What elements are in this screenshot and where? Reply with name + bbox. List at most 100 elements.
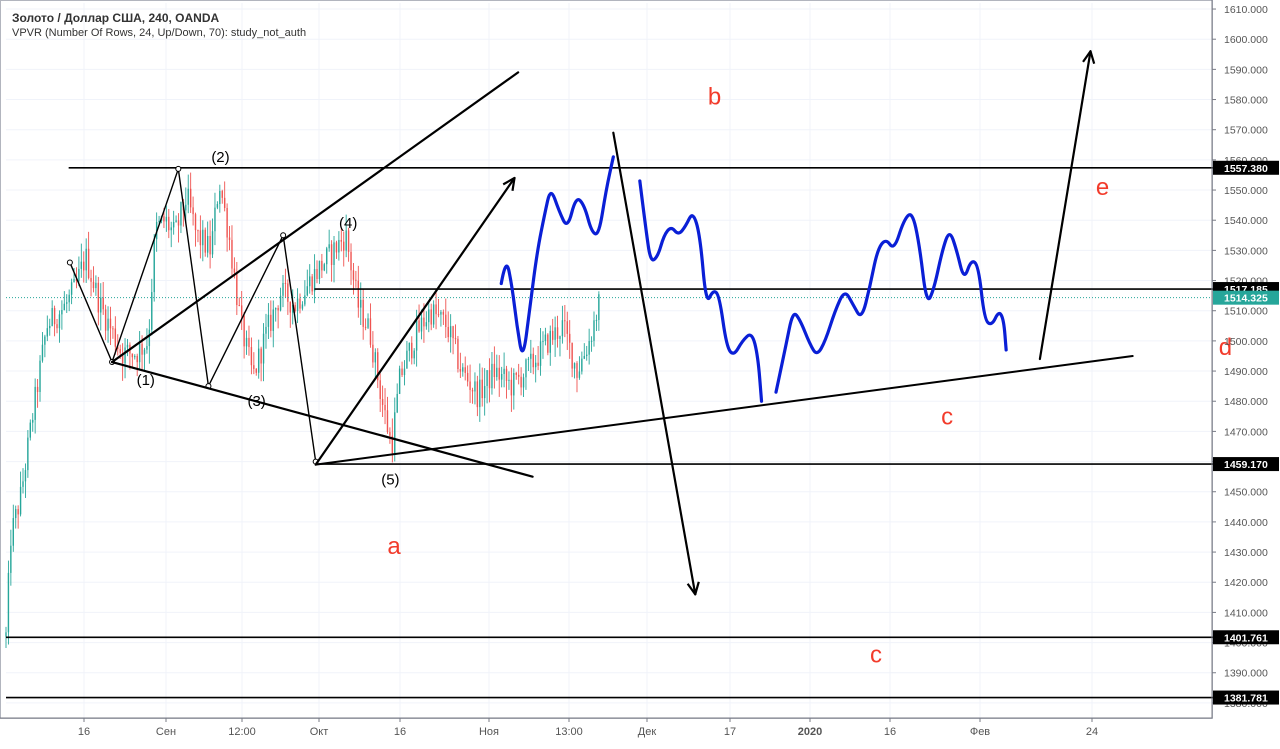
wave-point [175,165,182,172]
candle-body [85,248,87,271]
time-tick-label: 24 [1086,726,1098,738]
candle-body [333,242,335,265]
candle-body [15,509,17,519]
candle-body [583,356,585,359]
candle-body [223,197,226,208]
time-axis[interactable]: 16 Сен 12:00 Окт 16 Ноя 13:00 Дек 17 2020 16 Фев 24 [0,717,1212,738]
candle-body [46,328,49,337]
price-tick-label: 1600.000 [1224,34,1268,46]
candle-body [588,341,590,355]
price-tag-label: 1514.325 [1224,293,1268,305]
candle-body [39,360,41,392]
candle-body [187,188,189,205]
candle-body [301,304,304,309]
candle-body [401,368,403,376]
candle-body [364,326,367,328]
candle-body [63,303,66,311]
candle-body [500,374,503,380]
candle-body [517,374,520,377]
candle-body [493,363,496,378]
candle-body [593,320,595,341]
candle-body [304,295,306,305]
projection-wave-path [638,179,764,403]
candle-body [372,344,374,363]
chart-title: Золото / Доллар США, 240, OANDA [12,11,220,25]
candle-body [530,353,532,359]
candle-body [377,352,379,381]
candle-body [44,336,46,345]
candle-body [10,545,12,573]
candle-body [573,363,576,369]
wave-label: (5) [381,472,399,489]
candle-body [411,342,413,359]
candle-body [177,220,180,226]
candle-body [415,320,418,351]
candle-body [41,344,44,361]
candle-body [192,207,194,215]
candle-body [551,330,554,340]
lower-trendline [110,360,534,478]
wave-label: (4) [339,215,357,232]
trend-drawings [66,50,1134,596]
candle-body [282,282,284,296]
candle-body [163,216,165,222]
candle-body [117,346,119,350]
candle-body [496,367,498,378]
wave-point [66,259,73,266]
candle-body [564,320,566,322]
price-tag [1213,630,1279,645]
price-tick-label: 1390.000 [1224,668,1268,680]
price-tag [1213,160,1279,175]
candle-body [508,379,510,381]
candle-body [321,260,323,271]
candle-body [27,437,29,471]
price-axis[interactable]: 1610.000 1600.000 1590.000 1580.000 1570.000… [1211,0,1279,718]
candle-body [158,220,160,222]
wave-up-arrow [314,176,516,466]
candle-body [90,277,92,282]
time-tick-label: 16 [78,726,90,738]
candle-body [287,283,289,302]
candle-body [199,230,202,246]
candle-body [598,294,600,320]
price-tag [1213,457,1279,472]
candle-body [51,308,53,326]
candle-body [403,368,406,376]
candle-body [289,301,291,313]
projection-wave-path [499,155,615,353]
candle-body [330,244,333,265]
candle-body [418,320,420,332]
candle-body [292,304,294,313]
candle-body [250,347,253,366]
candle-body [449,326,452,338]
candle-body [554,327,556,340]
price-tick-label: 1590.000 [1224,64,1268,76]
candle-body [255,368,257,373]
candle-body [466,372,469,382]
wave-up-arrow-head [502,176,516,191]
candle-body [238,305,240,307]
candle-body [168,216,170,231]
time-tick-label: Дек [638,726,657,738]
candle-body [112,328,114,330]
candle-body [590,340,593,342]
wave-letter-label: c [870,642,882,669]
candle-body [559,336,561,339]
triangle-lower-line [314,354,1134,466]
grid-lines [0,0,1213,719]
candle-body [146,346,148,350]
final-up-arrow [1038,50,1092,361]
candle-body [197,230,199,232]
candle-body [520,376,522,388]
candle-body [357,280,360,308]
candle-body [389,432,391,436]
candle-body [279,295,282,311]
candle-body [381,398,384,405]
candle-body [185,204,187,211]
candle-body [525,359,527,378]
candle-body [7,572,10,633]
candle-body [204,229,206,253]
candle-body [87,248,90,278]
candle-body [534,362,537,368]
